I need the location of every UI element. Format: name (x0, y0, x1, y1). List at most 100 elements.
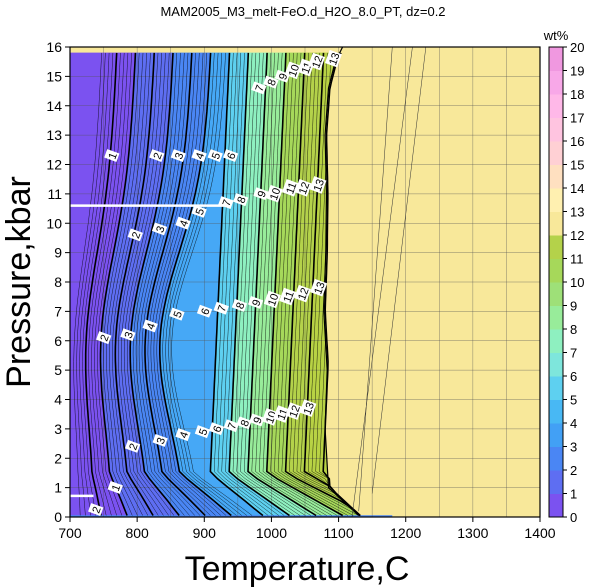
svg-text:3: 3 (155, 436, 168, 446)
svg-text:8: 8 (235, 195, 248, 205)
y-tick-label: 6 (54, 333, 62, 349)
colorbar-swatch (549, 305, 563, 330)
colorbar-swatch (549, 446, 563, 471)
contour-label: 4 (175, 428, 191, 442)
colorbar-swatch (549, 94, 563, 118)
svg-text:3: 3 (123, 330, 136, 340)
svg-text:6: 6 (211, 424, 224, 434)
colorbar-tick-label: 17 (570, 111, 584, 126)
y-tick-label: 15 (46, 68, 62, 84)
x-tick-label: 1400 (524, 525, 555, 541)
contour-line-minor (79, 52, 110, 516)
colorbar-swatch (549, 117, 563, 142)
contour-label: 9 (247, 295, 264, 309)
contour-label: 7 (251, 81, 267, 95)
y-tick-label: 8 (54, 274, 62, 290)
contour-line-minor (232, 52, 295, 516)
svg-text:3: 3 (173, 151, 186, 161)
x-axis-label: Temperature,C (185, 550, 410, 587)
colorbar-swatch (549, 493, 563, 518)
contour-line-minor (76, 52, 106, 516)
svg-text:10: 10 (287, 63, 302, 79)
y-tick-label: 2 (54, 450, 62, 466)
svg-text:2: 2 (127, 442, 140, 452)
contour-line-minor (132, 52, 185, 516)
contour-label: 3 (151, 222, 168, 236)
svg-text:13: 13 (327, 51, 342, 67)
contour-lines (70, 47, 427, 517)
x-tick-label: 1200 (390, 525, 421, 541)
contour-line-major (114, 52, 155, 516)
contour-label: 10 (263, 290, 281, 309)
colorbar-tick-label: 4 (570, 416, 577, 431)
colorbar-swatch (549, 235, 563, 259)
colorbar-tick-label: 18 (570, 87, 584, 102)
contour-line-minor (88, 52, 121, 516)
y-tick-label: 12 (46, 157, 62, 173)
contour-label: 2 (127, 228, 143, 242)
contour-line-minor (112, 52, 151, 516)
contour-line-minor (243, 52, 311, 516)
svg-text:13: 13 (312, 178, 327, 194)
y-tick-label: 11 (47, 186, 62, 202)
svg-text:3: 3 (154, 225, 167, 235)
contour-label: 9 (253, 187, 269, 201)
y-tick-label: 5 (54, 362, 62, 378)
contour-line-minor (274, 52, 354, 516)
contour-label: 8 (236, 416, 252, 430)
svg-text:5: 5 (194, 207, 207, 217)
contour-line-minor (255, 52, 327, 516)
contour-label: 8 (233, 193, 249, 207)
y-tick-label: 4 (54, 392, 62, 408)
svg-text:5: 5 (197, 427, 210, 437)
contour-label: 3 (170, 149, 186, 162)
contour-line-minor (240, 52, 306, 516)
y-axis-label: Pressure,kbar (0, 176, 38, 388)
y-tick-label: 10 (46, 215, 62, 231)
contour-line-minor (277, 52, 359, 516)
contour-label: 9 (249, 413, 265, 427)
contour-label: 12 (285, 402, 303, 420)
colorbar-swatch (549, 211, 563, 236)
contour-label: 6 (208, 422, 225, 436)
contour-label: 2 (124, 439, 141, 453)
contour-line-minor (213, 52, 269, 516)
contour-label: 1 (107, 480, 123, 494)
y-tick-label: 7 (54, 303, 62, 319)
colorbar-swatch (549, 258, 563, 283)
contour-line-minor (94, 52, 129, 516)
contour-line-minor (123, 52, 169, 516)
svg-text:2: 2 (152, 151, 165, 161)
contour-label: 13 (309, 176, 327, 194)
svg-text:7: 7 (254, 84, 267, 94)
svg-text:4: 4 (178, 430, 191, 440)
colorbar-swatch (549, 141, 563, 165)
colorbar-tick-label: 5 (570, 393, 577, 408)
contour-label: 4 (142, 319, 158, 333)
contour-label: 13 (324, 49, 343, 68)
saturation-boundary-line (323, 47, 360, 516)
contour-label: 4 (191, 149, 207, 162)
contour-label: 3 (120, 328, 136, 342)
contour-label: 6 (196, 304, 213, 318)
contour-line-minor (262, 52, 338, 516)
contour-label: 3 (152, 433, 168, 447)
thin-contour-line (351, 47, 413, 517)
svg-text:10: 10 (266, 292, 281, 308)
grid-lines (70, 47, 540, 517)
contour-line-minor (138, 52, 195, 516)
contour-label: 8 (263, 75, 279, 89)
colorbar-swatch (549, 188, 563, 212)
svg-text:8: 8 (239, 418, 252, 428)
colorbar-tick-label: 7 (570, 346, 577, 361)
svg-text:9: 9 (252, 416, 265, 426)
colorbar-tick-label: 3 (570, 440, 577, 455)
svg-text:4: 4 (145, 322, 158, 332)
svg-text:1: 1 (107, 151, 120, 161)
colorbar-tick-label: 9 (570, 299, 577, 314)
contour-line-major (303, 52, 361, 517)
contour-line-minor (292, 52, 361, 516)
svg-text:2: 2 (98, 333, 111, 343)
colorbar-tick-label: 10 (570, 275, 584, 290)
